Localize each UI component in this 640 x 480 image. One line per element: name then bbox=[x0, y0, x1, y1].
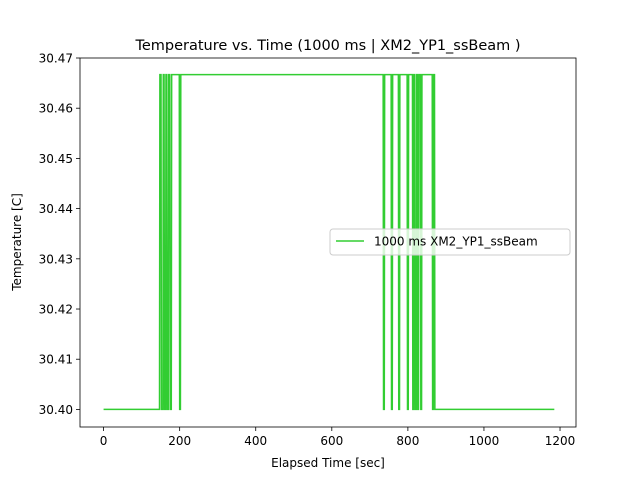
x-tick-label: 800 bbox=[396, 434, 419, 448]
y-tick-label: 30.41 bbox=[39, 353, 73, 367]
x-axis-label: Elapsed Time [sec] bbox=[271, 456, 385, 470]
chart-title: Temperature vs. Time (1000 ms | XM2_YP1_… bbox=[134, 38, 520, 54]
x-tick-label: 1000 bbox=[469, 434, 500, 448]
y-tick-label: 30.45 bbox=[39, 152, 73, 166]
series-layer bbox=[103, 73, 555, 411]
y-tick-label: 30.42 bbox=[39, 303, 73, 317]
series-line bbox=[103, 73, 555, 411]
y-tick-label: 30.44 bbox=[39, 202, 73, 216]
y-axis: 30.40 30.41 30.42 30.43 30.44 30.45 30.46 30.47 bbox=[39, 52, 80, 417]
y-tick-label: 30.40 bbox=[39, 403, 73, 417]
x-tick-label: 600 bbox=[320, 434, 343, 448]
x-tick-label: 0 bbox=[100, 434, 108, 448]
legend-box bbox=[329, 228, 571, 256]
x-tick-label: 200 bbox=[168, 434, 191, 448]
legend-label: 1000 ms XM2_YP1_ssBeam bbox=[374, 235, 538, 249]
legend: 1000 ms XM2_YP1_ssBeam bbox=[329, 228, 571, 256]
x-axis: 0 200 400 600 800 1000 1200 bbox=[100, 427, 576, 448]
x-tick-label: 1200 bbox=[545, 434, 576, 448]
plot-frame bbox=[79, 57, 577, 428]
x-tick-label: 400 bbox=[244, 434, 267, 448]
y-tick-label: 30.43 bbox=[39, 252, 73, 266]
y-axis-label: Temperature [C] bbox=[10, 193, 24, 292]
y-tick-label: 30.46 bbox=[39, 102, 73, 116]
y-tick-label: 30.47 bbox=[39, 52, 73, 66]
